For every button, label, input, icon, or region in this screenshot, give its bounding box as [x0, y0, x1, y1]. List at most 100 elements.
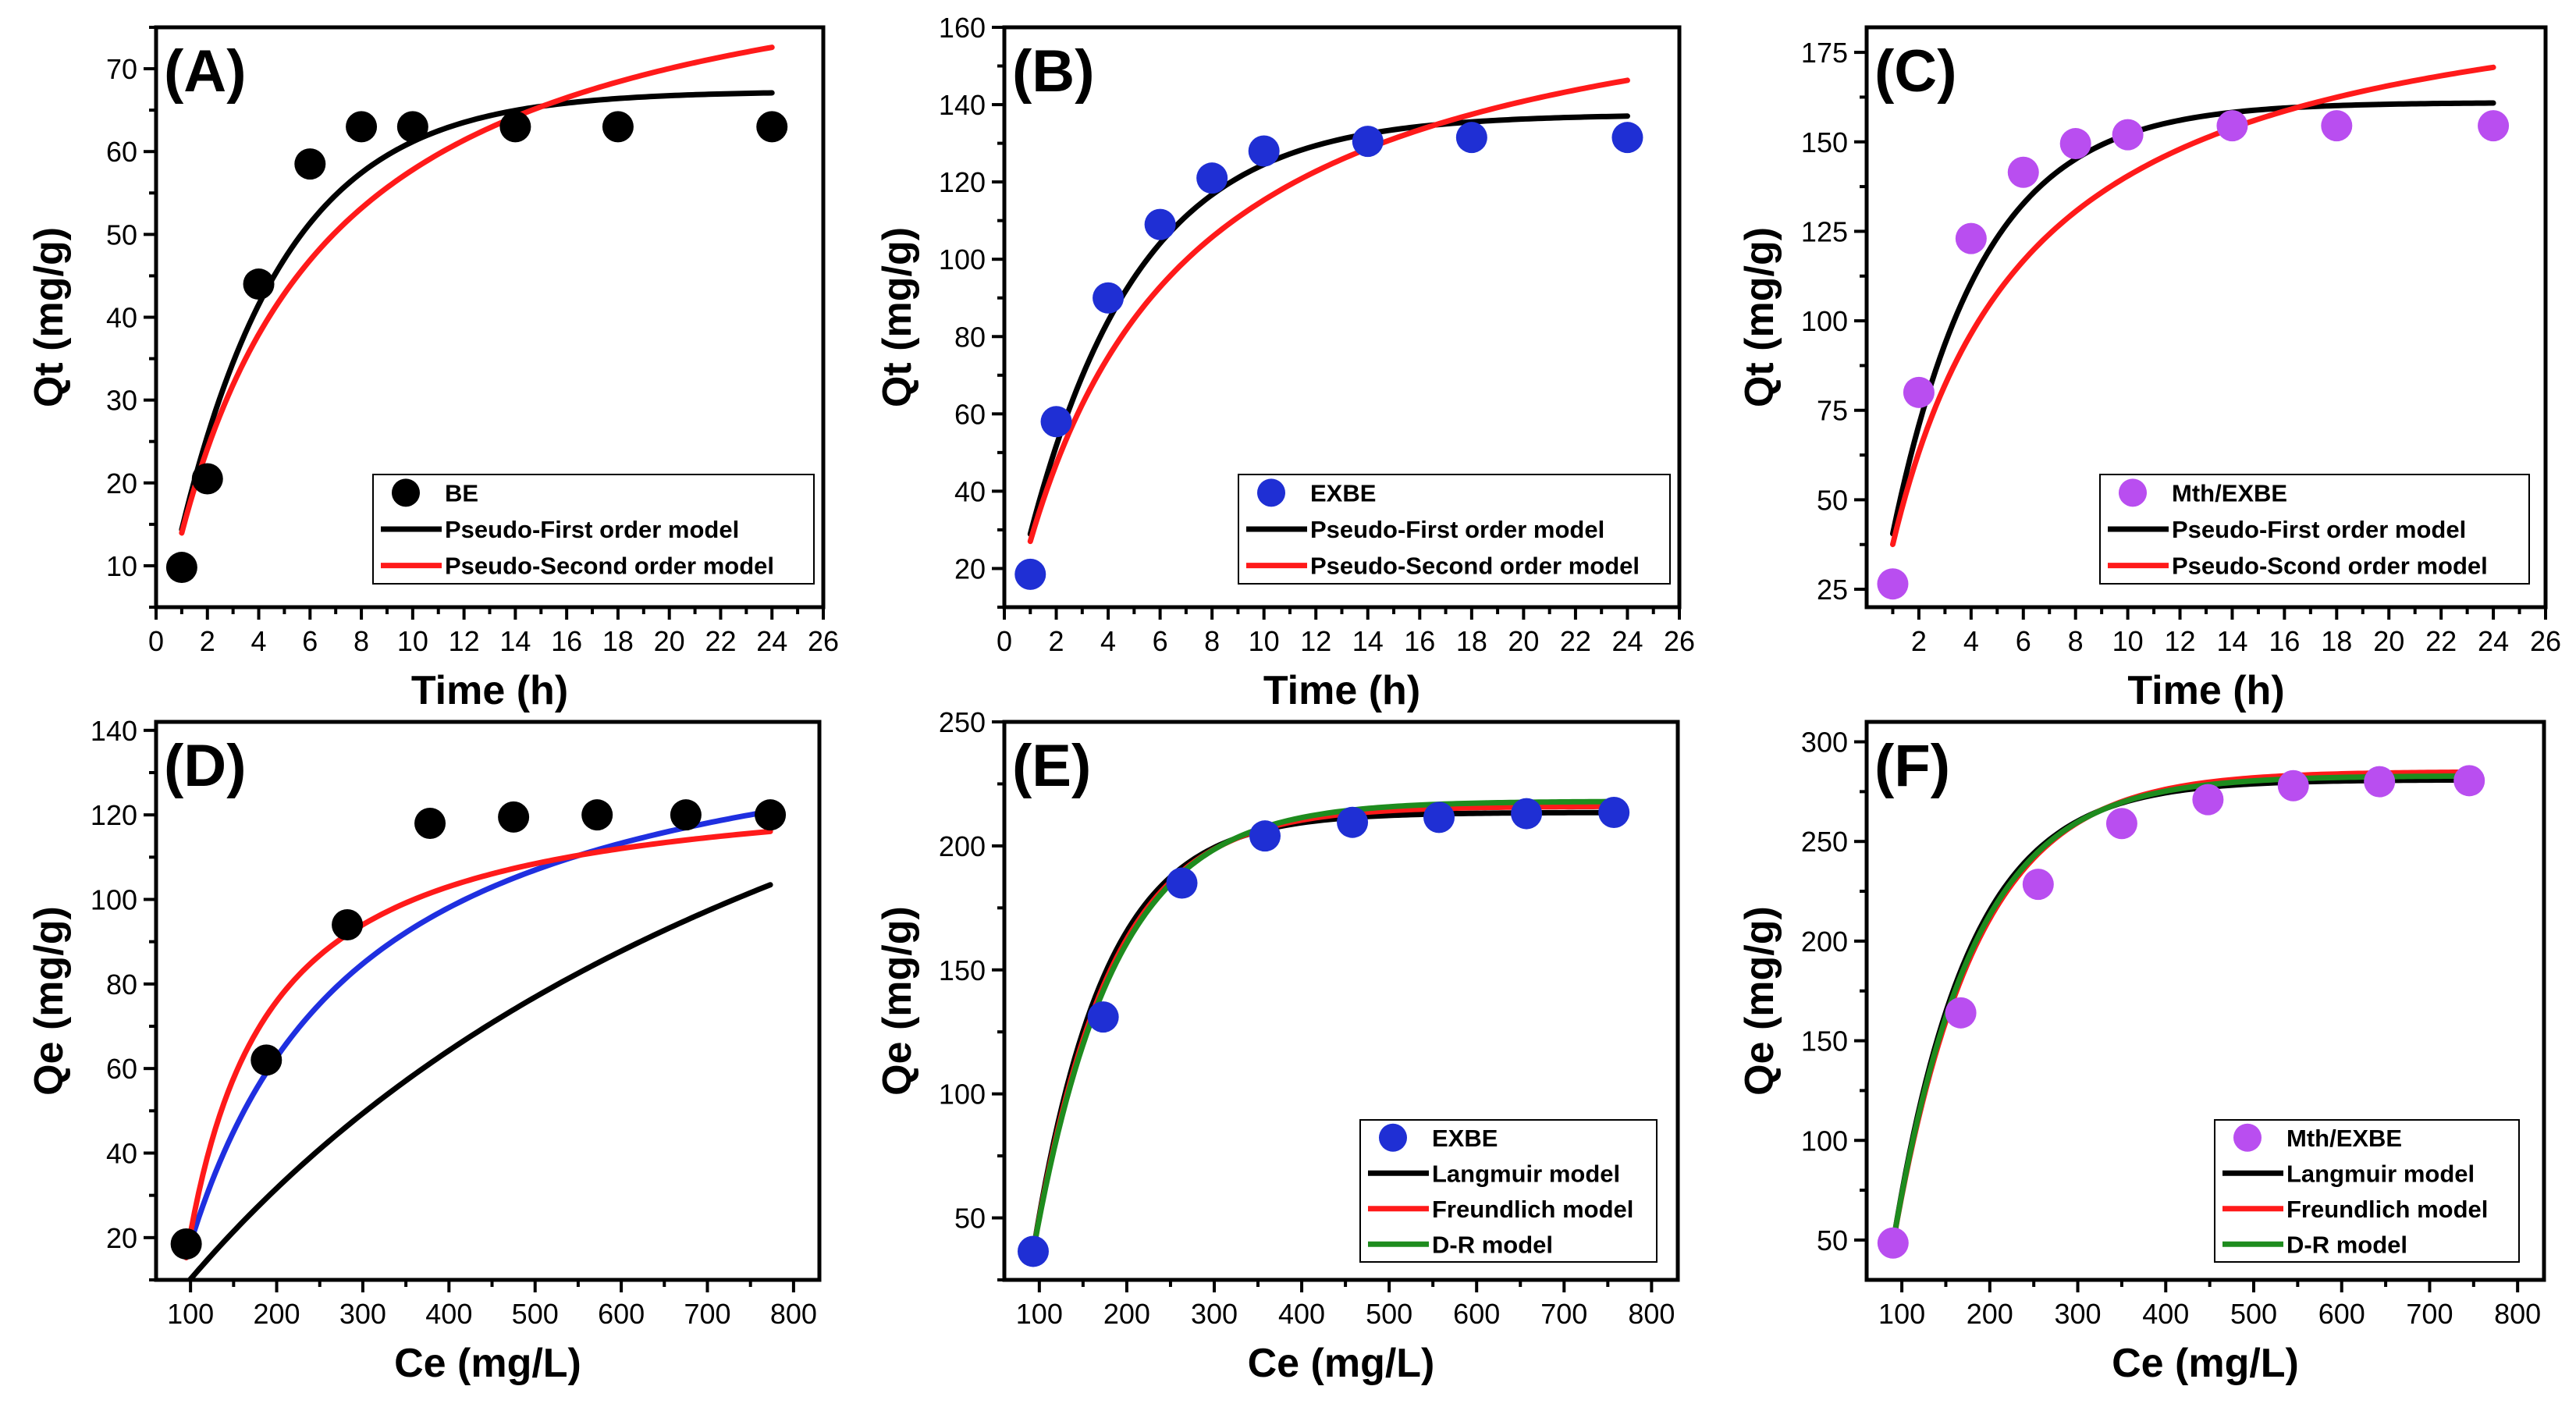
y-tick-label: 150 [1801, 126, 1848, 158]
y-tick-label: 120 [91, 799, 137, 831]
data-point [2059, 128, 2091, 160]
y-axis-label: Qt (mg/g) [27, 227, 72, 407]
legend-marker [1379, 1123, 1407, 1152]
y-tick-label: 50 [1817, 1224, 1848, 1256]
x-tick-label: 700 [684, 1298, 730, 1330]
y-tick-label: 20 [106, 1222, 137, 1254]
y-tick-label: 10 [106, 550, 137, 582]
x-tick-label: 100 [1878, 1298, 1925, 1330]
legend-label: Freundlich model [2286, 1196, 2488, 1223]
data-point [581, 799, 613, 831]
legend-label: D-R model [2286, 1231, 2407, 1258]
x-tick-label: 100 [167, 1298, 214, 1330]
x-tick-label: 0 [148, 625, 164, 657]
data-point [2112, 119, 2144, 151]
x-tick-label: 4 [251, 625, 267, 657]
legend-label: Pseudo-First order model [1310, 516, 1604, 543]
x-axis-label: Ce (mg/L) [394, 1341, 581, 1386]
x-tick-label: 8 [354, 625, 369, 657]
legend: EXBE Langmuir model Freundlich model D-R mo… [1359, 1119, 1658, 1263]
x-tick-label: 12 [449, 625, 480, 657]
data-point [165, 552, 197, 584]
x-tick-label: 400 [425, 1298, 472, 1330]
data-point [2478, 110, 2510, 142]
x-tick-label: 8 [1204, 625, 1220, 657]
x-tick-label: 200 [254, 1298, 300, 1330]
data-point [1955, 222, 1987, 254]
data-point [1511, 798, 1543, 830]
legend-label: Mth/EXBE [2286, 1125, 2402, 1152]
data-point [756, 111, 788, 143]
x-axis-label: Time (h) [411, 668, 568, 713]
x-tick-label: 26 [808, 625, 839, 657]
x-tick-label: 200 [1967, 1298, 2013, 1330]
data-point [414, 808, 446, 839]
y-tick-label: 200 [1801, 926, 1848, 958]
x-tick-label: 4 [1100, 625, 1116, 657]
y-tick-label: 150 [939, 954, 986, 986]
x-tick-label: 200 [1103, 1298, 1150, 1330]
x-tick-label: 6 [2016, 625, 2031, 657]
data-point [1877, 1227, 1909, 1259]
legend-label: Mth/EXBE [2172, 479, 2287, 506]
model-curve-2 [183, 828, 773, 1260]
data-point [294, 148, 326, 180]
data-point [2216, 110, 2248, 142]
x-tick-label: 600 [2318, 1298, 2365, 1330]
legend: Mth/EXBE Pseudo-First order model Pseudo-S… [2099, 474, 2530, 585]
y-tick-label: 175 [1801, 37, 1848, 69]
y-tick-label: 70 [106, 53, 137, 85]
y-tick-label: 100 [1801, 305, 1848, 337]
y-tick-label: 150 [1801, 1025, 1848, 1057]
legend-label: D-R model [1432, 1231, 1553, 1258]
x-tick-label: 700 [2406, 1298, 2453, 1330]
data-point [755, 799, 787, 831]
y-tick-label: 60 [106, 136, 137, 168]
y-tick-label: 125 [1801, 215, 1848, 247]
data-point [1598, 796, 1630, 828]
data-point [1040, 406, 1072, 438]
y-tick-label: 160 [939, 12, 986, 44]
x-tick-label: 6 [302, 625, 318, 657]
legend: BE Pseudo-First order model Pseudo-Second … [372, 474, 815, 585]
x-tick-label: 800 [770, 1298, 817, 1330]
y-tick-label: 100 [1801, 1125, 1848, 1157]
panel-5: 100 200 300 400 500 600 700 800 50 100 150 200 250 30… [1737, 720, 2546, 1386]
y-tick-label: 140 [939, 89, 986, 121]
data-point [2364, 766, 2396, 798]
plot-frame [1002, 720, 1680, 1282]
legend: EXBE Pseudo-First order model Pseudo-Secon… [1238, 474, 1671, 585]
x-tick-label: 12 [2165, 625, 2196, 657]
y-tick-label: 50 [106, 219, 137, 251]
x-tick-label: 16 [2269, 625, 2300, 657]
data-point [2453, 765, 2485, 797]
data-point [1877, 568, 1909, 600]
data-point [2007, 156, 2039, 188]
data-point [1945, 997, 1977, 1029]
y-axis-label: Qe (mg/g) [1737, 906, 1782, 1096]
data-point [1166, 867, 1198, 899]
y-tick-label: 250 [939, 706, 986, 738]
data-point [396, 111, 428, 143]
x-tick-label: 4 [1963, 625, 1979, 657]
x-tick-label: 16 [1404, 625, 1435, 657]
legend-label: Pseudo-Second order model [445, 553, 774, 580]
legend-label: Pseudo-First order model [2172, 516, 2466, 543]
y-tick-label: 250 [1801, 826, 1848, 858]
y-tick-label: 25 [1817, 574, 1848, 606]
x-tick-label: 800 [2494, 1298, 2541, 1330]
data-point [2105, 808, 2137, 840]
y-tick-label: 40 [106, 302, 137, 334]
panel-label: (E) [1012, 733, 1091, 799]
x-tick-label: 10 [397, 625, 428, 657]
data-point [332, 909, 364, 940]
model-curve-1 [183, 809, 773, 1260]
legend-marker [2119, 478, 2147, 507]
data-point [1087, 1001, 1119, 1033]
panel-label: (C) [1874, 38, 1957, 105]
panel-label: (A) [164, 38, 247, 105]
x-tick-label: 18 [2321, 625, 2352, 657]
legend-label: Langmuir model [1432, 1160, 1620, 1187]
data-point [1352, 126, 1384, 158]
model-curve-0 [1027, 113, 1630, 537]
